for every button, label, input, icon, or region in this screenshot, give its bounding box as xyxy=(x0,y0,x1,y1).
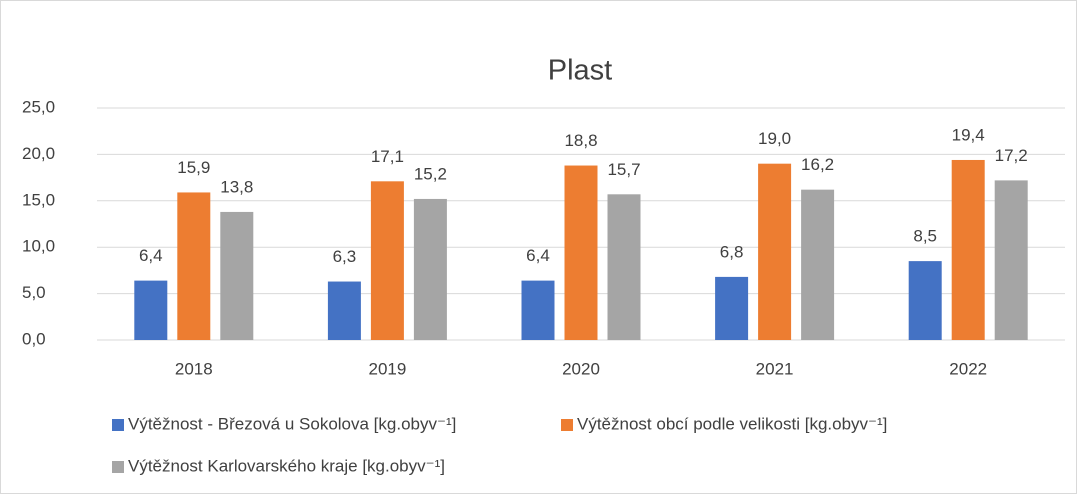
legend-label: Výtěžnost Karlovarského kraje [kg.obyv⁻¹… xyxy=(128,456,445,475)
bar xyxy=(564,165,598,340)
x-tick-label: 2019 xyxy=(368,359,406,378)
bar xyxy=(134,280,168,340)
x-tick-label: 2022 xyxy=(949,359,987,378)
bar xyxy=(994,180,1028,340)
y-tick-label: 15,0 xyxy=(22,190,55,209)
data-label: 6,4 xyxy=(526,246,550,265)
data-label: 16,2 xyxy=(801,155,834,174)
x-tick-label: 2020 xyxy=(562,359,600,378)
x-tick-label: 2018 xyxy=(175,359,213,378)
data-label: 8,5 xyxy=(913,227,937,246)
legend-swatch xyxy=(561,419,573,431)
data-label: 19,4 xyxy=(952,125,985,144)
bar xyxy=(607,194,641,340)
data-label: 6,3 xyxy=(333,247,357,266)
bar xyxy=(220,211,254,340)
bar xyxy=(715,276,749,340)
data-label: 19,0 xyxy=(758,129,791,148)
legend-swatch xyxy=(112,461,124,473)
y-tick-label: 10,0 xyxy=(22,237,55,256)
bar xyxy=(951,159,985,340)
data-label: 17,2 xyxy=(995,146,1028,165)
bar xyxy=(908,261,942,340)
bar xyxy=(370,181,404,340)
data-label: 18,8 xyxy=(564,131,597,150)
legend-label: Výtěžnost obcí podle velikosti [kg.obyv⁻… xyxy=(577,414,887,433)
data-label: 17,1 xyxy=(371,147,404,166)
data-label: 15,2 xyxy=(414,164,447,183)
x-tick-label: 2021 xyxy=(756,359,794,378)
bar xyxy=(801,189,835,340)
y-tick-label: 0,0 xyxy=(22,329,46,348)
bar xyxy=(177,192,211,340)
bar xyxy=(758,163,792,340)
chart-title: Plast xyxy=(548,55,612,87)
y-tick-label: 5,0 xyxy=(22,283,46,302)
bar xyxy=(327,281,361,340)
legend-label: Výtěžnost - Březová u Sokolova [kg.obyv⁻… xyxy=(128,414,456,433)
data-label: 15,7 xyxy=(607,160,640,179)
legend-swatch xyxy=(112,419,124,431)
data-label: 6,8 xyxy=(720,242,744,261)
bar xyxy=(413,198,447,340)
y-tick-label: 20,0 xyxy=(22,144,55,163)
data-label: 13,8 xyxy=(220,177,253,196)
y-tick-label: 25,0 xyxy=(22,97,55,116)
bar xyxy=(521,280,555,340)
data-label: 15,9 xyxy=(177,158,210,177)
data-label: 6,4 xyxy=(139,246,163,265)
